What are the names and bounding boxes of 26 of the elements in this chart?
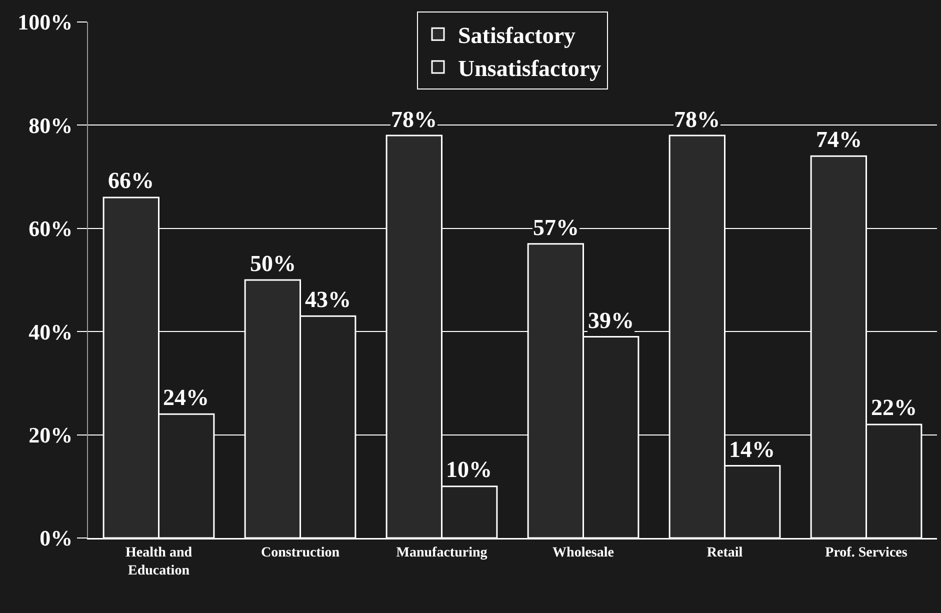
y-tick-label: 20% [28, 422, 73, 448]
x-tick-label: Health and Education [125, 545, 192, 578]
data-label: 14% [729, 437, 775, 462]
data-label: 22% [871, 395, 917, 420]
x-tick-label: Retail [706, 545, 743, 560]
data-label: 74% [816, 127, 862, 152]
data-label: 78% [674, 107, 720, 132]
y-tick-label: 60% [28, 216, 73, 242]
x-tick-label: Construction [260, 545, 340, 560]
data-label: 50% [250, 251, 296, 276]
x-tick-label: Wholesale [552, 545, 614, 560]
data-label: 39% [588, 308, 634, 333]
data-label: 10% [446, 457, 492, 482]
data-label: 78% [391, 107, 437, 132]
data-label: 24% [163, 385, 209, 410]
data-label: 43% [305, 287, 351, 312]
y-tick-label: 40% [28, 319, 73, 344]
y-tick-label: 0% [40, 526, 73, 551]
legend-label: Satisfactory [458, 23, 576, 48]
y-tick-label: 100% [18, 10, 73, 35]
legend-label: Unsatisfactory [458, 56, 602, 81]
y-tick-label: 80% [28, 112, 73, 138]
data-label: 66% [108, 168, 154, 193]
data-label: 57% [533, 215, 579, 240]
x-tick-label: Manufacturing [396, 545, 488, 560]
x-tick-label: Prof. Services [825, 545, 908, 560]
